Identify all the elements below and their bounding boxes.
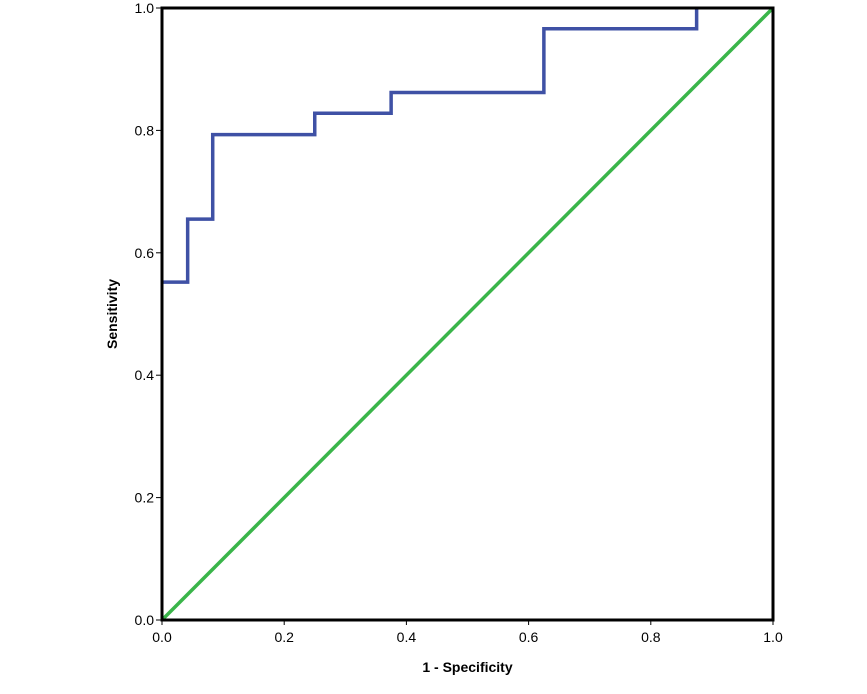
x-axis: 0.0 0.2 0.4 0.6 0.8 1.0 xyxy=(152,620,783,645)
roc-curve-line xyxy=(162,8,699,284)
reference-diagonal-line xyxy=(160,6,775,622)
series-layer xyxy=(160,6,775,622)
y-tick-label: 0.2 xyxy=(135,490,155,506)
x-tick-label: 0.8 xyxy=(641,629,661,645)
plot-frame xyxy=(160,6,775,622)
y-tick-label: 0.6 xyxy=(135,245,155,261)
y-axis-title: Sensitivity xyxy=(104,279,120,349)
x-tick-label: 0.2 xyxy=(274,629,294,645)
y-axis: 0.0 0.2 0.4 0.6 0.8 1.0 xyxy=(135,0,162,628)
y-tick-label: 1.0 xyxy=(135,0,155,16)
x-tick-label: 1.0 xyxy=(763,629,783,645)
x-tick-label: 0.4 xyxy=(397,629,417,645)
x-tick-label: 0.0 xyxy=(152,629,172,645)
y-tick-label: 0.4 xyxy=(135,367,155,383)
x-axis-title: 1 - Specificity xyxy=(422,659,512,675)
y-tick-label: 0.8 xyxy=(135,122,155,138)
y-tick-label: 0.0 xyxy=(135,612,155,628)
x-tick-label: 0.6 xyxy=(519,629,539,645)
